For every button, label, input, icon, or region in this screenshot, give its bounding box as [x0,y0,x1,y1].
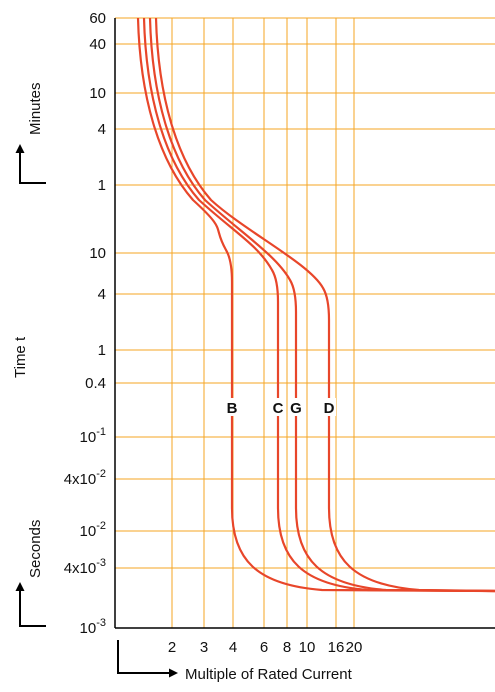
y-tick-label: 10 [89,245,106,262]
curve-G [148,17,495,593]
x-tick-label: 3 [200,639,208,656]
curve-label-B: B [227,400,238,417]
y-tick-label: 10-3 [80,617,106,637]
x-tick-label: 10 [299,639,316,656]
y-tick-label: 0.4 [85,375,106,392]
y-tick-label: 10 [89,85,106,102]
y-tick-labels: 60 40 10 4 1 10 4 1 0.4 10-1 4x10-2 10-2 4x10-3 10-3 [64,10,106,637]
y-tick-label: 4x10-3 [64,557,106,577]
minutes-label: Minutes [27,82,44,135]
x-tick-label: 16 [328,639,345,656]
x-axis-title: Multiple of Rated Current [185,666,353,683]
y-tick-label: 1 [98,342,106,359]
axes [114,18,495,629]
curves [136,17,495,593]
minutes-arrow-icon [19,150,46,184]
y-axis-title: Time t [12,336,29,378]
x-tick-label: 8 [283,639,291,656]
y-tick-label: 40 [89,36,106,53]
curve-label-D: D [324,400,335,417]
x-tick-label: 20 [346,639,363,656]
curve-B [136,17,495,593]
x-tick-label: 4 [229,639,237,656]
curve-label-bg [289,398,303,416]
curve-label-G: G [290,400,302,417]
seconds-arrow-icon [19,590,46,627]
curve-C [142,17,495,593]
x-axis-arrowhead [169,668,178,678]
curve-label-C: C [273,400,284,417]
y-tick-label: 4 [98,286,106,303]
x-tick-label: 6 [260,639,268,656]
minutes-arrowhead [15,144,25,153]
y-tick-label: 60 [89,10,106,27]
seconds-label: Seconds [27,520,44,578]
seconds-arrowhead [15,582,25,591]
y-tick-label: 1 [98,177,106,194]
x-axis-arrow-icon [117,640,170,674]
curve-label-bg [225,398,239,416]
curve-label-bg [322,398,336,416]
y-tick-label: 4 [98,121,106,138]
curve-label-bg [271,398,285,416]
grid [115,17,495,628]
y-tick-label: 4x10-2 [64,468,106,488]
x-tick-labels: 2 3 4 6 8 10 16 20 [168,639,363,656]
y-tick-label: 10-1 [80,426,106,446]
curve-D [154,17,495,593]
y-tick-label: 10-2 [80,520,106,540]
x-tick-label: 2 [168,639,176,656]
